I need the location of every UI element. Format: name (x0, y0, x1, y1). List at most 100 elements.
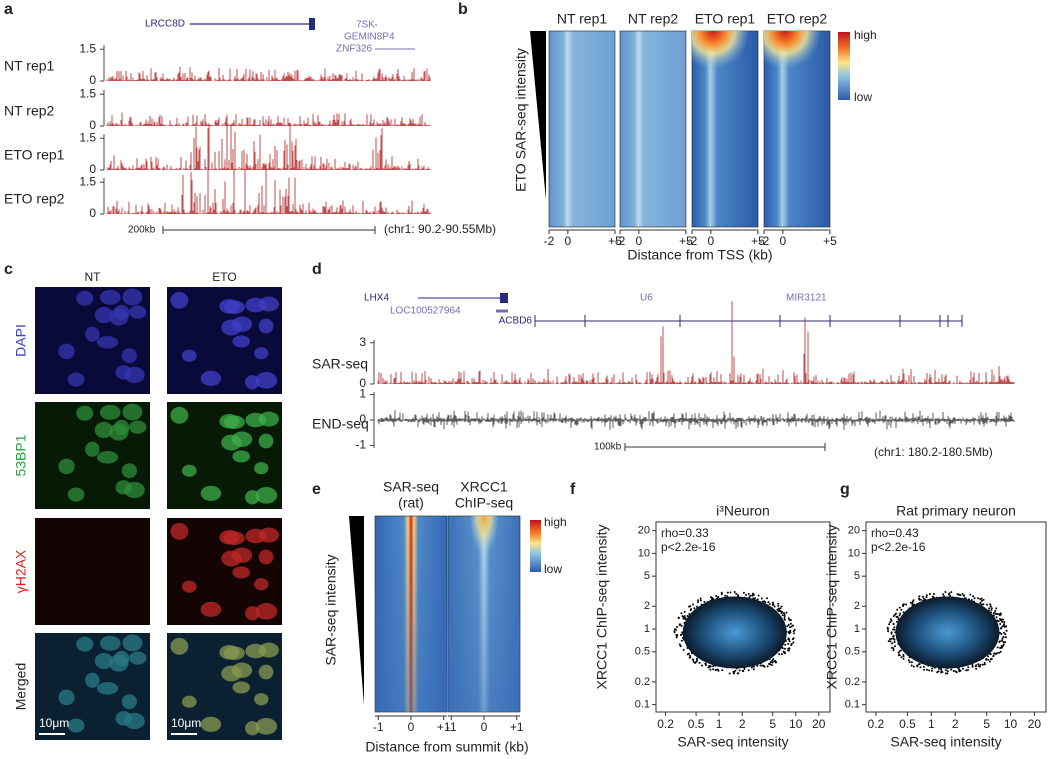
point (778, 653, 781, 656)
point (992, 655, 995, 658)
point (961, 667, 964, 670)
point (889, 640, 892, 643)
tick-label: 0 (565, 234, 572, 248)
tick-label: 20 (1028, 717, 1042, 731)
point (932, 593, 935, 595)
point (982, 598, 985, 601)
tick-label: 0 (89, 118, 96, 132)
point (944, 672, 947, 675)
point (752, 668, 755, 671)
point (988, 607, 991, 610)
point (756, 664, 759, 667)
tick-label: +1 (437, 720, 451, 734)
point (1002, 636, 1005, 639)
point (999, 650, 1002, 653)
point (774, 661, 777, 664)
tick-label: 0.5 (688, 717, 705, 731)
point (771, 661, 774, 664)
point (1005, 629, 1008, 632)
point (931, 667, 934, 670)
point (893, 613, 896, 616)
nucleus (85, 441, 100, 457)
nucleus (231, 547, 253, 563)
point (789, 622, 792, 625)
nucleus (232, 450, 251, 463)
point (983, 663, 986, 666)
plot-title: i³Neuron (716, 503, 770, 519)
point (714, 669, 717, 672)
nucleus (258, 549, 274, 565)
gene-label: LHX4 (364, 293, 389, 304)
point (928, 669, 931, 672)
point (970, 599, 973, 601)
point (888, 623, 891, 626)
nucleus (245, 490, 260, 505)
tick-label: -2 (544, 234, 555, 248)
scale-label: 10μm (39, 716, 69, 730)
point (707, 666, 710, 669)
tick-label: 0.5 (899, 717, 916, 731)
tick-label: 0.2 (868, 717, 885, 731)
point (893, 641, 896, 644)
nucleus (121, 463, 137, 479)
track-label: SAR-seq (312, 356, 368, 372)
track-label: END-seq (312, 416, 369, 432)
point (716, 596, 719, 599)
nucleus (99, 404, 121, 420)
panel-letter: d (312, 261, 322, 278)
point (773, 660, 776, 663)
point (896, 615, 898, 618)
point (988, 660, 991, 663)
point (899, 612, 902, 615)
point (998, 614, 1001, 617)
point (771, 604, 774, 607)
point (925, 594, 928, 597)
point (999, 640, 1001, 643)
point (726, 591, 729, 594)
point (696, 659, 698, 662)
nucleus (115, 711, 132, 726)
nucleus (219, 530, 240, 545)
tick-label: 0 (708, 234, 715, 248)
point (721, 669, 724, 672)
point (695, 605, 698, 608)
point (993, 611, 996, 614)
point (787, 617, 790, 620)
nucleus (96, 335, 119, 349)
colorbar (530, 520, 541, 572)
point (982, 603, 985, 606)
point (688, 654, 691, 657)
plot-frame (865, 521, 1047, 713)
point (944, 669, 947, 672)
nucleus (76, 636, 94, 652)
point (938, 667, 940, 670)
nucleus (170, 637, 189, 655)
tick-label: 1 (716, 717, 723, 731)
point (890, 637, 893, 640)
point (783, 613, 786, 616)
point (735, 592, 738, 595)
point (998, 651, 1001, 654)
point (789, 619, 792, 622)
nucleus (219, 645, 240, 660)
nucleus (258, 433, 274, 449)
nucleus (231, 316, 253, 332)
point (712, 598, 715, 600)
point (777, 602, 780, 605)
nucleus (258, 642, 279, 658)
scale-label: 200kb (128, 225, 156, 236)
nucleus (170, 406, 189, 424)
point (908, 661, 911, 664)
point (762, 664, 765, 667)
point (699, 599, 702, 602)
gene-label: LRCC8D (145, 19, 185, 30)
point (918, 598, 921, 601)
point (916, 665, 919, 668)
point (783, 617, 786, 619)
point (979, 663, 982, 666)
point (999, 647, 1002, 649)
point (724, 594, 727, 597)
point (977, 663, 980, 666)
row-label: DAPI (13, 324, 29, 357)
